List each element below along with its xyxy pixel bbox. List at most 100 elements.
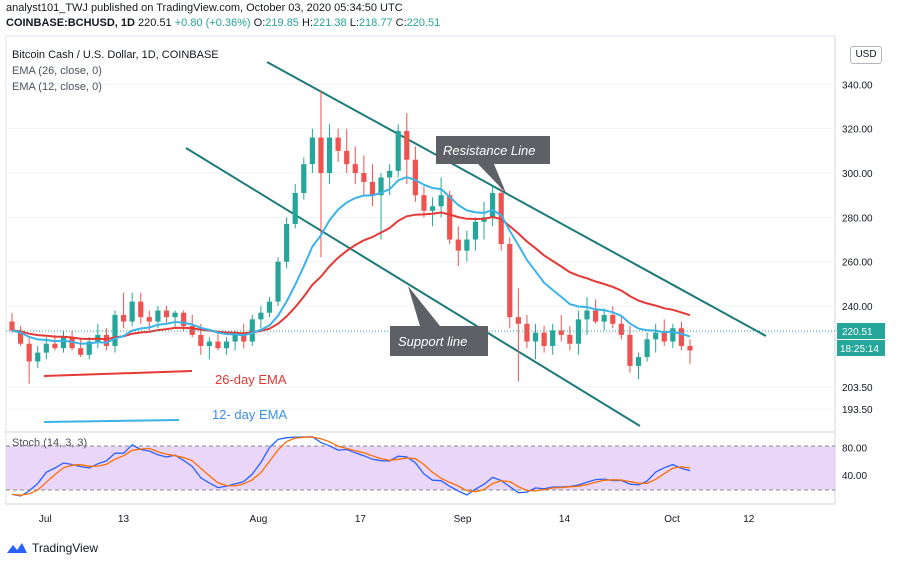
candle-body xyxy=(292,192,298,225)
candle-body xyxy=(532,332,539,342)
candle-body xyxy=(35,352,41,362)
tradingview-text: TradingView xyxy=(32,541,99,555)
price-ticks: 340.00320.00300.00280.00260.00240.00228.… xyxy=(842,80,873,481)
support-line xyxy=(185,147,641,427)
stoch-d-line xyxy=(11,436,691,496)
candle-body xyxy=(395,130,401,171)
candle-body xyxy=(17,330,24,344)
price-tick-label: 300.00 xyxy=(842,169,873,180)
price-tick-label: 193.50 xyxy=(842,405,873,416)
countdown-box xyxy=(837,340,885,356)
price-tick-label: 260.00 xyxy=(842,258,873,269)
candle-body xyxy=(429,206,436,211)
stoch-tick-label: 80.00 xyxy=(842,444,867,455)
time-tick-label: 17 xyxy=(355,514,367,525)
candle-body xyxy=(601,314,607,322)
candle-body xyxy=(352,164,358,174)
open-value: 219.85 xyxy=(265,17,299,29)
time-tick-label: Oct xyxy=(664,514,680,525)
candle-body xyxy=(112,314,118,346)
price-change: +0.80 (+0.36%) xyxy=(174,17,251,29)
candle-body xyxy=(26,343,32,362)
candle-body xyxy=(326,137,333,174)
candle-body xyxy=(558,330,564,335)
candle-body xyxy=(275,261,281,302)
candle-body xyxy=(206,341,212,346)
high-label: H: xyxy=(302,17,313,29)
candle-body xyxy=(515,317,521,324)
stoch-k-line xyxy=(11,436,691,497)
candle-body xyxy=(447,195,453,240)
candle-body xyxy=(309,137,315,165)
time-tick-label: Jul xyxy=(39,514,52,525)
resistance-line xyxy=(266,61,767,337)
high-value: 221.38 xyxy=(313,17,347,29)
candle-body xyxy=(369,181,376,196)
candle-body xyxy=(215,341,221,349)
candle-body xyxy=(103,334,110,346)
candle-body xyxy=(318,137,324,174)
resistance-callout xyxy=(436,136,550,193)
stoch-tick-label: 40.00 xyxy=(842,471,867,482)
candle-body xyxy=(507,243,513,318)
low-value: 218.77 xyxy=(358,17,393,29)
candle-body xyxy=(412,159,418,196)
time-tick-label: Sep xyxy=(454,514,472,525)
candle-body xyxy=(9,321,15,331)
time-tick-label: 13 xyxy=(118,514,130,525)
candle-body xyxy=(189,326,195,335)
time-tick-label: Aug xyxy=(250,514,268,525)
candle-body xyxy=(661,332,667,342)
tradingview-icon xyxy=(7,543,27,553)
candle-body xyxy=(378,177,384,196)
symbol-label: COINBASE:BCHUSD, 1D xyxy=(6,17,135,29)
ema26-sample-line xyxy=(43,370,193,377)
candle-body xyxy=(138,301,144,318)
ema-lines xyxy=(11,176,691,345)
time-tick-label: 14 xyxy=(559,514,571,525)
ema26-legend: EMA (26, close, 0) xyxy=(12,65,102,77)
candle-body xyxy=(361,173,367,182)
stoch-lines xyxy=(11,436,691,497)
candle-body xyxy=(627,334,633,366)
candle-body xyxy=(284,224,290,262)
support-callout xyxy=(390,286,488,356)
candle-body xyxy=(249,319,255,342)
candle-body xyxy=(198,334,204,346)
candle-body xyxy=(181,312,187,327)
chart-frame xyxy=(5,35,836,505)
candle-body xyxy=(172,312,178,318)
price-tag-text: 220.51 xyxy=(842,327,873,338)
publisher-line: analyst101_TWJ published on TradingView.… xyxy=(6,2,403,14)
candle-body xyxy=(618,323,624,335)
candle-body xyxy=(644,339,650,358)
tradingview-logo[interactable]: TradingView xyxy=(6,541,98,555)
candle-body xyxy=(610,314,616,324)
candle-body xyxy=(232,334,238,342)
stoch-band xyxy=(6,446,835,490)
close-value: 220.51 xyxy=(406,17,441,29)
candle-body xyxy=(404,130,410,160)
stoch-pane xyxy=(6,445,835,491)
candle-body xyxy=(541,332,547,346)
candle-body xyxy=(635,357,642,366)
currency-button[interactable]: USD xyxy=(850,46,882,64)
low-label: L: xyxy=(349,17,359,29)
candle-body xyxy=(78,348,84,355)
channel-lines xyxy=(185,61,767,427)
ohlc-line: COINBASE:BCHUSD, 1D 220.51 +0.80 (+0.36%… xyxy=(6,17,440,29)
candle-body xyxy=(687,345,693,351)
ema12-line xyxy=(11,176,691,345)
candle-body xyxy=(678,328,685,346)
price-tick-label: 320.00 xyxy=(842,125,873,136)
candle-body xyxy=(146,317,152,322)
price-tick-label: 203.50 xyxy=(842,383,873,394)
candle-body xyxy=(472,221,479,240)
candle-body xyxy=(86,341,92,355)
ema26-annotation: 26-day EMA xyxy=(215,372,287,387)
candle-body xyxy=(155,310,161,322)
ema12-sample-line xyxy=(43,419,180,423)
candle-body xyxy=(575,319,582,344)
candle-body xyxy=(52,343,58,349)
